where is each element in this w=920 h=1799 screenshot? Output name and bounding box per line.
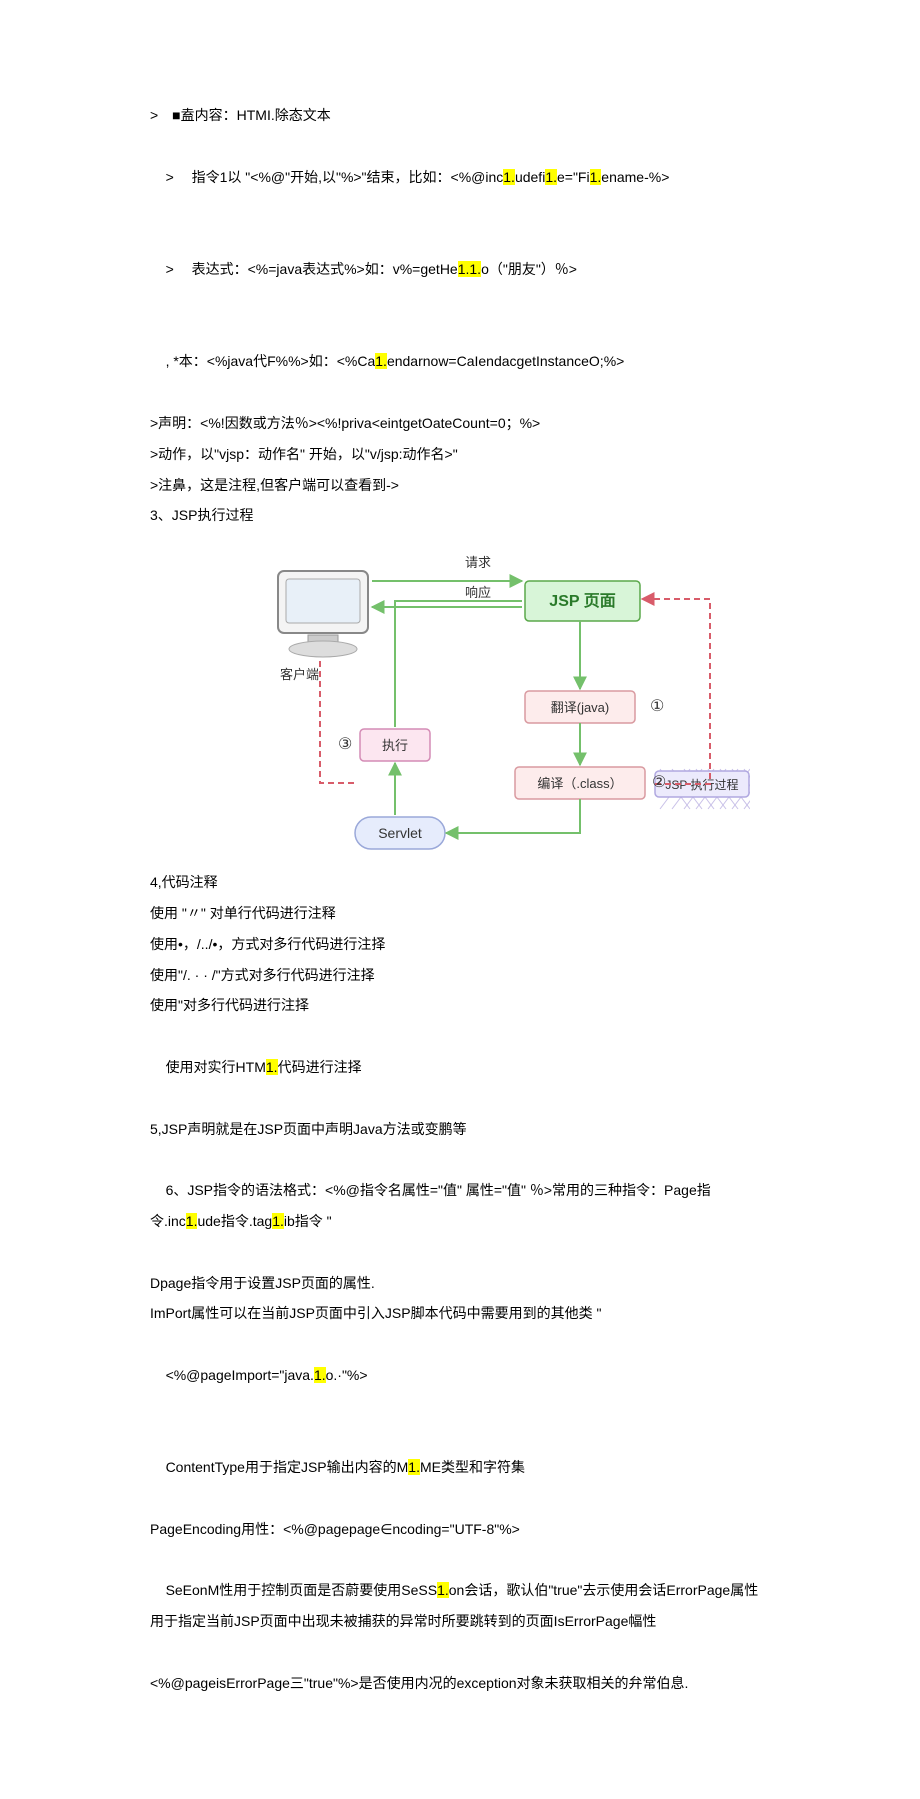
text-line: ImPort属性可以在当前JSP页面中引入JSP脚本代码中需要用到的其他类 " [150,1298,770,1329]
text: o.·"%> [326,1367,368,1383]
highlight: 1.1. [458,261,481,277]
text: , *本：<%java代F%%>如：<%Ca [166,353,376,369]
text: ename-%> [601,169,669,185]
text-line: <%@pageisErrorPage三"true"%>是否使用内况的except… [150,1668,770,1699]
text-line: > 表达式：<%=java表达式%>如：v%=getHe1.1.o（"朋友"）％… [150,223,770,315]
document-page: > ■盍内容：HTMI.除态文本 > 指令1以 "<%@"开始,以"%>"结束，… [0,0,920,1799]
highlight: 1. [266,1059,278,1075]
text: > 表达式：<%=java表达式%>如：v%=getHe [166,261,458,277]
svg-text:客户端: 客户端 [280,667,319,682]
text-line: 6、JSP指令的语法格式：<%@指令名属性="值" 属性="值" ％>常用的三种… [150,1144,770,1267]
text-line: Dpage指令用于设置JSP页面的属性. [150,1268,770,1299]
text-line: 使用•，/../•，方式对多行代码进行注择 [150,929,770,960]
text: ContentType用于指定JSP输出内容的M [166,1459,409,1475]
text-line: >注鼻，这是注程,但客户端可以查看到-> [150,470,770,501]
svg-text:请求: 请求 [465,555,491,570]
highlight: 1. [503,169,515,185]
text: ME类型和字符集 [420,1459,525,1475]
text: ib指令 " [284,1213,332,1229]
svg-text:编译（.class）: 编译（.class） [537,776,622,791]
text: ude指令.tag [197,1213,272,1229]
highlight: 1. [545,169,557,185]
svg-text:响应: 响应 [465,585,491,600]
text-line: PageEncoding用性：<%@pagepage∈ncoding="UTF-… [150,1514,770,1545]
text: 代码进行注择 [278,1059,362,1075]
text-line: SeEonM性用于控制页面是否蔚要使用SeSS1.on会话，歌认伯"true"去… [150,1545,770,1668]
text-line: 5,JSP声明就是在JSP页面中声明Java方法或变鹏等 [150,1114,770,1145]
text: o（"朋友"）％> [481,261,577,277]
highlight: 1. [590,169,602,185]
text-line: >声明：<%!因数或方法％><%!priva<eintgetOateCount=… [150,408,770,439]
highlight: 1. [314,1367,326,1383]
text-line: > ■盍内容：HTMI.除态文本 [150,100,770,131]
text: 使用对实行HTM [166,1059,266,1075]
svg-text:②: ② [652,774,666,791]
highlight: 1. [375,353,387,369]
highlight: 1. [437,1582,449,1598]
svg-text:JSP 页面: JSP 页面 [549,592,615,610]
highlight: 1. [186,1213,198,1229]
text-line: >动作，以"vjsp：动作名" 开始，以"v/jsp:动作名>" [150,439,770,470]
svg-text:③: ③ [338,736,352,753]
jsp-flow-diagram: 客户端JSP 页面翻译(java)编译（.class）执行ServletJSP … [260,539,750,859]
text: udefi [515,169,545,185]
text: endarnow=CaIendacgetInstanceO;%> [387,353,624,369]
text-line: 使用对实行HTM1.代码进行注择 [150,1021,770,1113]
text-line: 使用"对多行代码进行注择 [150,990,770,1021]
text-line: 使用"/. · · /"方式对多行代码进行注择 [150,960,770,991]
text: <%@pageImport="java. [166,1367,314,1383]
svg-text:①: ① [650,698,664,715]
svg-text:Servlet: Servlet [378,825,422,841]
text-line: 3、JSP执行过程 [150,500,770,531]
text-line: 使用 "〃" 对单行代码进行注释 [150,898,770,929]
text-line: > 指令1以 "<%@"开始,以"%>"结束，比如：<%@inc1.udefi1… [150,131,770,223]
svg-text:翻译(java): 翻译(java) [551,700,610,715]
text: > 指令1以 "<%@"开始,以"%>"结束，比如：<%@inc [166,169,504,185]
text-line: <%@pageImport="java.1.o.·"%> [150,1329,770,1421]
text-line: , *本：<%java代F%%>如：<%Ca1.endarnow=CaIenda… [150,316,770,408]
text-line: ContentType用于指定JSP输出内容的M1.ME类型和字符集 [150,1422,770,1514]
highlight: 1. [408,1459,420,1475]
highlight: 1. [272,1213,284,1229]
svg-text:执行: 执行 [382,738,408,753]
text-line: 4,代码注释 [150,867,770,898]
text: SeEonM性用于控制页面是否蔚要使用SeSS [166,1582,438,1598]
text: e="Fi [557,169,590,185]
